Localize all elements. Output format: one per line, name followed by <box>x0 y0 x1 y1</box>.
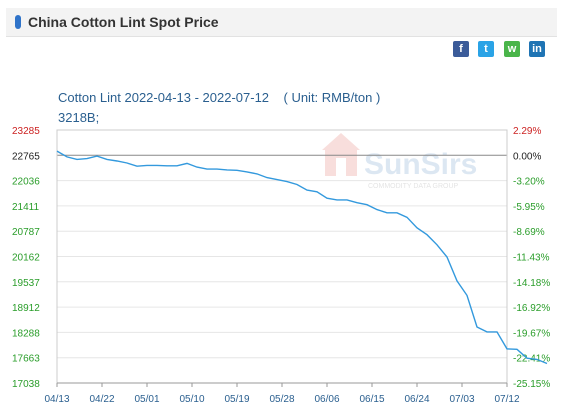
x-tick-label: 07/12 <box>494 394 519 405</box>
y2-tick-label: -8.69% <box>513 227 545 238</box>
watermark-tagline: COMMODITY DATA GROUP <box>368 183 459 190</box>
y-tick-label: 17038 <box>12 379 40 390</box>
y-tick-label: 23285 <box>12 126 40 137</box>
wechat-icon[interactable]: w <box>504 41 520 57</box>
page-title: China Cotton Lint Spot Price <box>28 14 219 30</box>
watermark-house <box>325 150 357 176</box>
x-tick-label: 04/13 <box>44 394 69 405</box>
y2-tick-label: -14.18% <box>513 278 550 289</box>
y-tick-label: 20162 <box>12 253 40 264</box>
y-tick-label: 18288 <box>12 328 40 339</box>
x-tick-label: 05/10 <box>179 394 204 405</box>
y2-tick-label: -3.20% <box>513 177 545 188</box>
chart-unit: ( Unit: RMB/ton ) <box>283 90 381 105</box>
y-tick-label: 22036 <box>12 177 40 188</box>
y-tick-label: 21411 <box>12 202 40 213</box>
x-tick-label: 06/15 <box>359 394 384 405</box>
watermark-roof <box>322 133 360 150</box>
y-tick-label: 22765 <box>12 151 40 162</box>
y-tick-label: 20787 <box>12 227 40 238</box>
price-line <box>56 150 548 365</box>
y2-tick-label: 2.29% <box>513 126 541 137</box>
y-tick-label: 19537 <box>12 278 40 289</box>
x-tick-label: 04/22 <box>89 394 114 405</box>
sunsirs-watermark: SunSirs COMMODITY DATA GROUP <box>322 133 477 190</box>
watermark-brand: SunSirs <box>364 148 477 181</box>
y2-tick-label: -5.95% <box>513 202 545 213</box>
header-bar: China Cotton Lint Spot Price <box>6 8 557 37</box>
title-marker <box>15 15 21 29</box>
linkedin-icon[interactable]: in <box>529 41 545 57</box>
y-tick-label: 18912 <box>12 303 40 314</box>
x-axis-ticks: 04/13 04/22 05/01 05/10 05/19 05/28 06/06 06/15… <box>44 383 520 405</box>
y2-tick-label: 0.00% <box>513 151 541 162</box>
left-axis-ticks: 23285 22765 22036 21411 20787 20162 19537 18912… <box>12 126 40 390</box>
y2-tick-label: -25.15% <box>513 379 550 390</box>
x-tick-label: 06/06 <box>314 394 339 405</box>
chart-title: Cotton Lint 2022-04-13 - 2022-07-12 ( Un… <box>58 90 380 105</box>
facebook-icon[interactable]: f <box>453 41 469 57</box>
y2-tick-label: -19.67% <box>513 328 550 339</box>
watermark-door <box>336 158 346 176</box>
y2-tick-label: -11.43% <box>513 253 550 264</box>
x-tick-label: 05/19 <box>224 394 249 405</box>
series-label: 3218B; <box>58 110 100 125</box>
x-tick-label: 06/24 <box>404 394 429 405</box>
x-tick-label: 07/03 <box>449 394 474 405</box>
chart-title-text: Cotton Lint 2022-04-13 - 2022-07-12 <box>58 90 270 105</box>
x-tick-label: 05/01 <box>134 394 159 405</box>
y-tick-label: 17663 <box>12 354 40 365</box>
x-tick-label: 05/28 <box>269 394 294 405</box>
y2-tick-label: -16.92% <box>513 303 550 314</box>
twitter-icon[interactable]: t <box>478 41 494 57</box>
